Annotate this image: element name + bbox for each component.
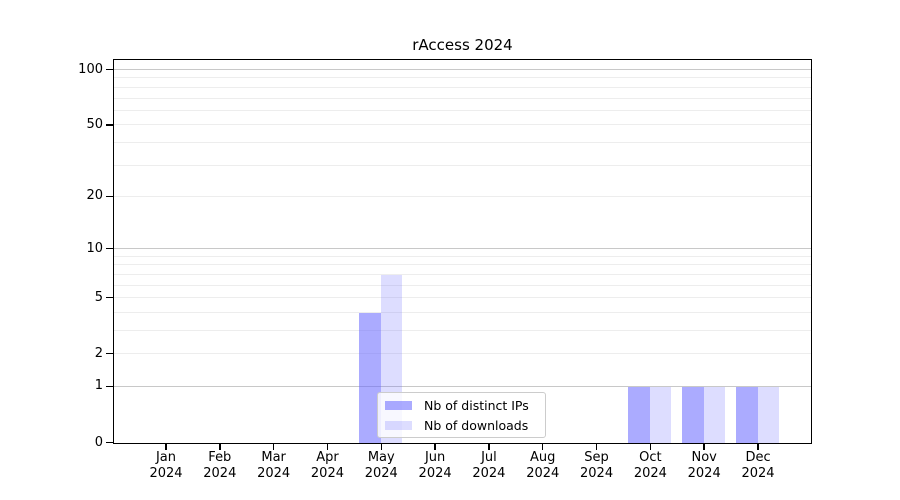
x-tick-label: Jan 2024 <box>149 450 183 481</box>
y-tick <box>106 441 113 444</box>
bar-distinct-ips <box>359 312 381 443</box>
gridline-minor <box>114 273 811 275</box>
gridline-minor <box>114 97 811 99</box>
x-tick-label: May 2024 <box>364 450 398 481</box>
legend: Nb of distinct IPs Nb of downloads <box>377 392 546 438</box>
gridline-minor <box>114 86 811 88</box>
legend-label-distinct-ips: Nb of distinct IPs <box>424 397 529 413</box>
y-tick <box>106 296 113 299</box>
gridline-minor <box>114 255 811 257</box>
gridline-minor <box>114 124 811 126</box>
x-tick-label: Jul 2024 <box>472 450 506 481</box>
gridline-minor <box>114 164 811 166</box>
y-tick-label: 5 <box>94 289 103 305</box>
gridline-minor <box>114 353 811 355</box>
x-tick-label: Nov 2024 <box>687 450 721 481</box>
bar-distinct-ips <box>682 387 704 443</box>
gridline-minor <box>114 141 811 143</box>
gridline-minor <box>114 109 811 111</box>
y-tick-label: 0 <box>94 434 103 450</box>
x-tick-label: Oct 2024 <box>633 450 667 481</box>
y-tick <box>106 385 113 388</box>
bar-downloads <box>649 387 672 443</box>
y-tick <box>106 247 113 250</box>
y-tick <box>106 195 113 198</box>
bar-distinct-ips <box>736 387 758 443</box>
gridline-major <box>114 248 811 250</box>
legend-swatch-distinct-ips <box>385 400 412 410</box>
y-tick-label: 10 <box>86 240 103 256</box>
gridline-major <box>114 385 811 387</box>
x-tick-label: Apr 2024 <box>310 450 344 481</box>
x-tick-label: Dec 2024 <box>741 450 775 481</box>
y-tick-label: 100 <box>78 61 103 77</box>
legend-item-distinct-ips: Nb of distinct IPs <box>385 397 545 414</box>
chart-title: rAccess 2024 <box>412 36 513 54</box>
bar-downloads <box>703 387 726 443</box>
x-tick <box>488 444 490 450</box>
gridline-minor <box>114 329 811 331</box>
legend-swatch-downloads <box>385 420 412 430</box>
y-tick-label: 20 <box>86 188 103 204</box>
gridline-minor <box>114 311 811 313</box>
gridline-minor <box>114 284 811 286</box>
x-tick <box>219 444 221 450</box>
bar-downloads <box>757 387 780 443</box>
y-tick-label: 1 <box>94 378 103 394</box>
gridline-minor <box>114 297 811 299</box>
legend-item-downloads: Nb of downloads <box>385 417 545 434</box>
x-tick <box>272 444 275 450</box>
x-tick <box>703 444 705 450</box>
y-tick <box>106 68 113 71</box>
gridline-minor <box>114 195 811 197</box>
x-tick-label: Sep 2024 <box>580 450 614 481</box>
x-tick <box>380 444 383 450</box>
gridline-minor <box>114 77 811 79</box>
x-tick <box>541 444 544 450</box>
gridline-minor <box>114 264 811 266</box>
x-tick <box>326 444 329 450</box>
y-tick-label: 2 <box>94 345 103 361</box>
y-tick <box>106 352 113 355</box>
legend-label-downloads: Nb of downloads <box>424 417 529 433</box>
x-tick <box>757 444 759 450</box>
x-tick-label: Jun 2024 <box>418 450 452 481</box>
x-tick <box>165 444 167 450</box>
x-tick-label: Aug 2024 <box>526 450 560 481</box>
x-tick <box>649 444 652 450</box>
bar-distinct-ips <box>628 387 650 443</box>
x-tick <box>595 444 598 450</box>
x-tick-label: Mar 2024 <box>257 450 291 481</box>
plot-area <box>113 59 812 444</box>
y-tick-label: 50 <box>86 116 103 132</box>
x-tick <box>434 444 436 450</box>
y-tick <box>106 124 113 126</box>
gridline-major <box>114 69 811 71</box>
x-tick-label: Feb 2024 <box>203 450 237 481</box>
